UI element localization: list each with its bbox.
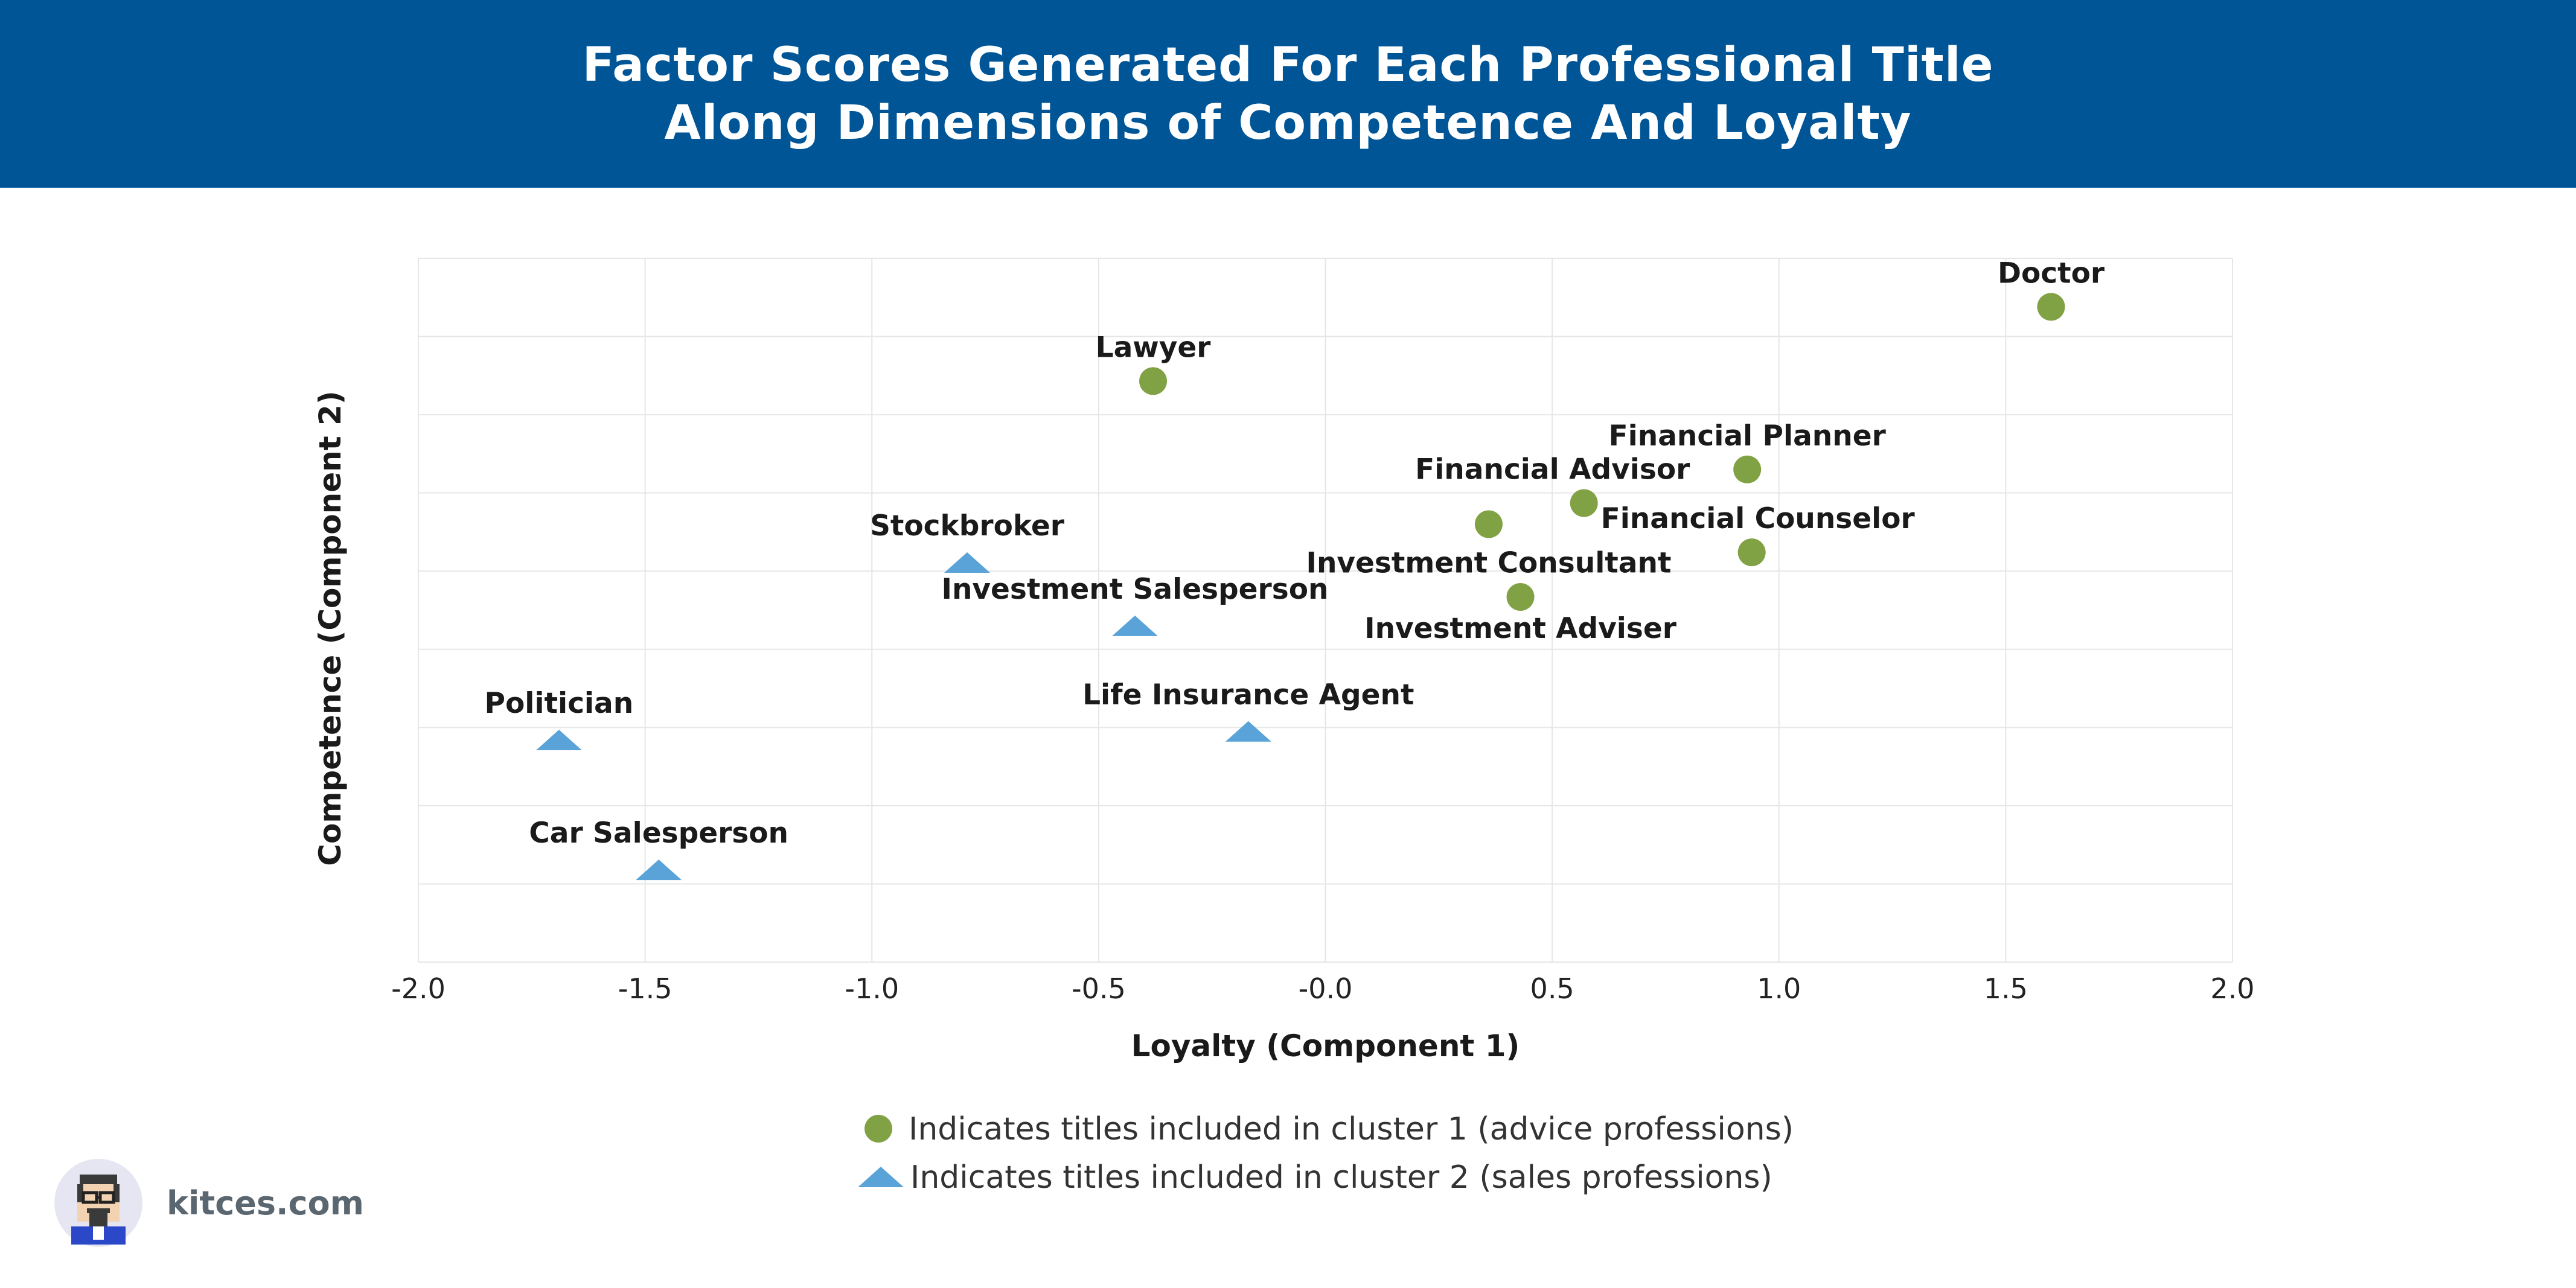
data-point-circle	[1737, 538, 1766, 567]
point-label: Doctor	[1998, 257, 2105, 290]
x-tick-label: -1.0	[845, 972, 899, 1005]
grid	[418, 258, 2233, 963]
point-label: Financial Advisor	[1415, 453, 1690, 486]
x-axis-title: Loyalty (Component 1)	[1131, 1028, 1520, 1063]
x-tick-label: 1.5	[1984, 972, 2028, 1005]
x-tick-label: 0.5	[1530, 972, 1574, 1005]
legend-cluster2-label: Indicates titles included in cluster 2 (…	[910, 1159, 1772, 1196]
point-label: Life Insurance Agent	[1082, 678, 1414, 712]
point-label: Politician	[485, 687, 634, 720]
point-label: Car Salesperson	[529, 817, 788, 850]
legend-cluster2-marker	[858, 1167, 904, 1187]
x-tick-label: -1.5	[618, 972, 673, 1005]
data-point-triangle	[636, 859, 682, 881]
data-points	[535, 293, 2065, 881]
data-point-triangle	[1111, 615, 1158, 636]
point-label: Investment Adviser	[1364, 612, 1677, 645]
point-label: Stockbroker	[870, 509, 1065, 543]
point-label: Lawyer	[1096, 331, 1212, 364]
y-axis-title: Competence (Component 2)	[313, 391, 348, 866]
x-tick-label: -0.0	[1299, 972, 1353, 1005]
legend-cluster1-marker	[865, 1115, 892, 1143]
x-tick-label: -2.0	[391, 972, 446, 1005]
data-point-circle	[1139, 367, 1168, 395]
point-label: Investment Consultant	[1306, 546, 1671, 579]
x-tick-label: -0.5	[1072, 972, 1126, 1005]
x-axis-ticks: -2.0 -1.5 -1.0 -0.5 -0.0 0.5 1.0 1.5 2.0	[391, 972, 2254, 1005]
chart-title-line-2: Along Dimensions of Competence And Loyal…	[664, 95, 1912, 150]
data-point-circle	[1570, 489, 1598, 517]
chart-header: Factor Scores Generated For Each Profess…	[0, 0, 2576, 188]
data-point-circle	[1733, 455, 1762, 483]
data-point-circle	[2037, 293, 2065, 321]
legend: Indicates titles included in cluster 1 (…	[858, 1111, 1794, 1196]
point-label: Financial Counselor	[1601, 502, 1916, 535]
data-point-triangle	[1225, 721, 1271, 742]
data-point-triangle	[535, 730, 582, 751]
brand-name: kitces.com	[167, 1184, 364, 1222]
avatar-icon	[54, 1159, 142, 1247]
x-tick-label: 1.0	[1757, 972, 1801, 1005]
data-point-circle	[1474, 510, 1503, 538]
x-tick-label: 2.0	[2210, 972, 2254, 1005]
point-label: Investment Salesperson	[941, 573, 1328, 606]
data-point-triangle	[944, 552, 991, 573]
brand: kitces.com	[53, 1158, 364, 1248]
legend-cluster1-label: Indicates titles included in cluster 1 (…	[909, 1111, 1794, 1147]
data-point-circle	[1506, 582, 1535, 611]
point-label: Financial Planner	[1609, 419, 1887, 453]
chart-title-line-1: Factor Scores Generated For Each Profess…	[582, 37, 1994, 92]
